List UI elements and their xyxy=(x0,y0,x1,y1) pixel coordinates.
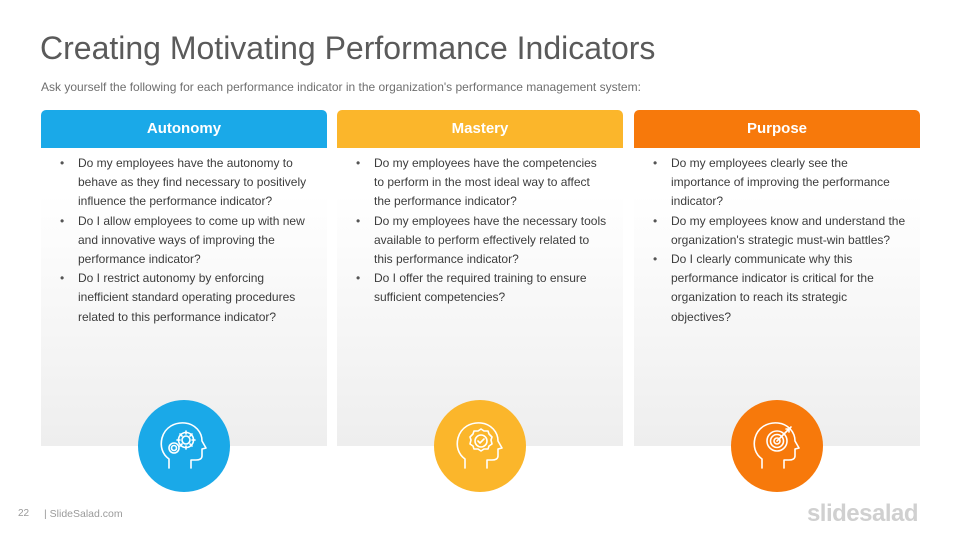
card-list-autonomy: Do my employees have the autonomy to beh… xyxy=(41,148,327,327)
list-item: Do my employees have the autonomy to beh… xyxy=(60,154,313,212)
slide-subtitle: Ask yourself the following for each perf… xyxy=(41,80,641,94)
brand-logo: slidesalad xyxy=(806,500,919,527)
list-item: Do my employees know and understand the … xyxy=(653,212,906,250)
card-list-purpose: Do my employees clearly see the importan… xyxy=(634,148,920,327)
card-mastery: Mastery Do my employees have the compete… xyxy=(337,110,623,446)
slide-title: Creating Motivating Performance Indicato… xyxy=(40,30,656,66)
list-item: Do I allow employees to come up with new… xyxy=(60,212,313,270)
head-gears-icon xyxy=(138,400,230,492)
head-badge-check-icon xyxy=(434,400,526,492)
list-item: Do I clearly communicate why this perfor… xyxy=(653,250,906,327)
card-header-autonomy: Autonomy xyxy=(41,110,327,148)
card-list-mastery: Do my employees have the competencies to… xyxy=(337,148,623,308)
card-autonomy: Autonomy Do my employees have the autono… xyxy=(41,110,327,446)
card-title-mastery: Mastery xyxy=(451,120,509,137)
list-item: Do my employees clearly see the importan… xyxy=(653,154,906,212)
card-purpose: Purpose Do my employees clearly see the … xyxy=(634,110,920,446)
card-title-purpose: Purpose xyxy=(746,120,807,137)
page-number: 22 xyxy=(18,508,30,519)
list-item: Do my employees have the competencies to… xyxy=(356,154,609,212)
list-item: Do I offer the required training to ensu… xyxy=(356,269,609,307)
card-header-mastery: Mastery xyxy=(337,110,623,148)
list-item: Do my employees have the necessary tools… xyxy=(356,212,609,270)
list-item: Do I restrict autonomy by enforcing inef… xyxy=(60,269,313,327)
head-target-icon xyxy=(731,400,823,492)
card-title-autonomy: Autonomy xyxy=(146,120,222,137)
card-header-purpose: Purpose xyxy=(634,110,920,148)
footer-website: | SlideSalad.com xyxy=(44,508,123,520)
